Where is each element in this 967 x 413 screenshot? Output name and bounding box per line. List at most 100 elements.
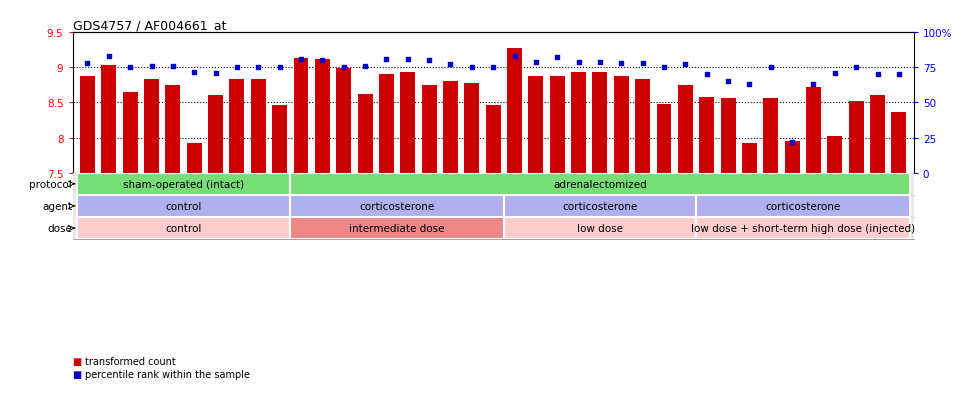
Bar (571, 73, 586, 173)
Point (549, 55, 565, 62)
Bar (123, 93, 137, 173)
Point (464, 65, 480, 71)
Bar (849, 102, 864, 173)
Bar (290, 195, 504, 218)
Bar (485, 105, 501, 173)
Bar (806, 88, 821, 173)
Point (314, 58, 330, 64)
Point (485, 65, 501, 71)
Bar (400, 73, 415, 173)
Bar (828, 137, 842, 173)
Point (102, 54, 117, 60)
Bar (696, 218, 910, 240)
Text: ■: ■ (73, 369, 82, 379)
Bar (720, 99, 736, 173)
Bar (443, 82, 458, 173)
Point (144, 64, 160, 70)
Bar (696, 195, 910, 218)
Bar (614, 77, 629, 173)
Point (678, 62, 693, 69)
Point (422, 58, 437, 64)
Text: protocol: protocol (29, 179, 73, 190)
Bar (678, 85, 692, 173)
Bar (528, 76, 543, 173)
Point (293, 57, 308, 63)
Point (827, 71, 842, 77)
Point (720, 79, 736, 85)
Bar (593, 73, 607, 173)
Bar (358, 95, 372, 173)
Bar (699, 97, 715, 173)
Point (272, 65, 287, 71)
Text: low dose: low dose (577, 223, 623, 233)
Point (208, 71, 223, 77)
Point (806, 82, 821, 88)
Text: low dose + short-term high dose (injected): low dose + short-term high dose (injecte… (690, 223, 915, 233)
Point (229, 65, 245, 71)
Point (742, 82, 757, 88)
Bar (290, 218, 504, 240)
Text: adrenalectomized: adrenalectomized (553, 179, 647, 190)
Text: percentile rank within the sample: percentile rank within the sample (85, 369, 250, 379)
Bar (165, 85, 181, 173)
Point (400, 57, 416, 63)
Bar (290, 173, 910, 195)
Point (379, 57, 395, 63)
Text: corticosterone: corticosterone (765, 202, 840, 211)
Bar (294, 59, 308, 173)
Point (123, 65, 138, 71)
Bar (102, 66, 116, 173)
Bar (763, 99, 778, 173)
Bar (315, 60, 330, 173)
Text: intermediate dose: intermediate dose (349, 223, 445, 233)
Bar (80, 76, 95, 173)
Bar (337, 69, 351, 173)
Bar (76, 195, 290, 218)
Bar (422, 85, 436, 173)
Bar (892, 112, 906, 173)
Point (869, 72, 885, 78)
Bar (870, 95, 885, 173)
Point (592, 59, 607, 66)
Text: control: control (165, 223, 202, 233)
Text: transformed count: transformed count (85, 356, 176, 366)
Text: dose: dose (47, 223, 73, 233)
Bar (742, 143, 757, 173)
Bar (507, 48, 522, 173)
Point (358, 64, 373, 70)
Point (892, 72, 907, 78)
Point (250, 65, 266, 71)
Point (657, 65, 672, 71)
Bar (76, 218, 290, 240)
Point (336, 65, 351, 71)
Bar (379, 75, 394, 173)
Point (571, 59, 586, 66)
Point (699, 72, 715, 78)
Bar (76, 173, 290, 195)
Text: sham-operated (intact): sham-operated (intact) (123, 179, 244, 190)
Point (635, 61, 651, 67)
Text: agent: agent (42, 202, 73, 211)
Bar (144, 80, 159, 173)
Bar (504, 218, 696, 240)
Point (507, 54, 522, 60)
Point (79, 61, 95, 67)
Point (848, 65, 864, 71)
Bar (550, 76, 565, 173)
Point (613, 61, 629, 67)
Point (443, 62, 458, 69)
Bar (635, 80, 650, 173)
Text: corticosterone: corticosterone (562, 202, 637, 211)
Bar (657, 104, 671, 173)
Bar (504, 195, 696, 218)
Point (763, 65, 778, 71)
Text: control: control (165, 202, 202, 211)
Point (784, 139, 800, 146)
Bar (464, 83, 480, 173)
Bar (250, 80, 266, 173)
Bar (208, 95, 223, 173)
Bar (229, 80, 245, 173)
Bar (187, 143, 202, 173)
Text: corticosterone: corticosterone (360, 202, 435, 211)
Text: GDS4757 / AF004661_at: GDS4757 / AF004661_at (73, 19, 226, 32)
